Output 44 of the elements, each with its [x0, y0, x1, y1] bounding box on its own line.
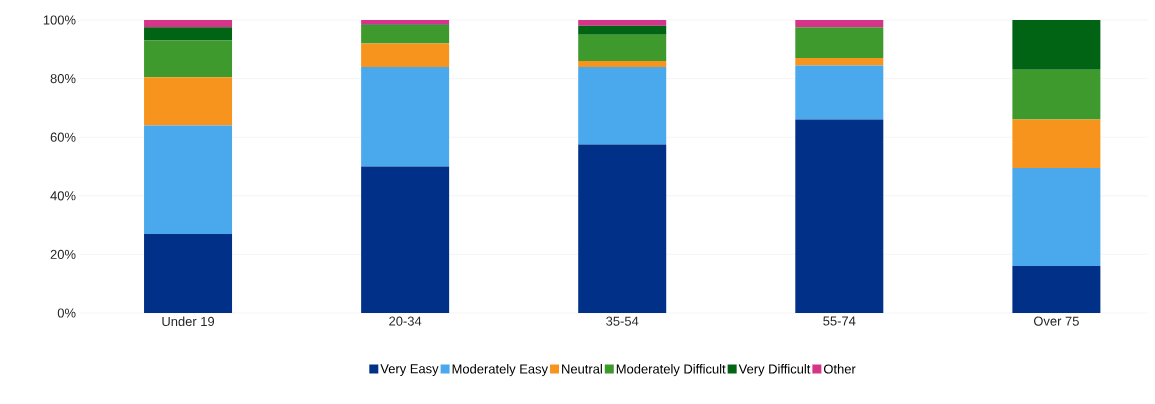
- bar: [1012, 167, 1101, 267]
- y-tick-label: 60%: [50, 132, 76, 142]
- bar: [578, 144, 667, 313]
- bar: [361, 66, 450, 167]
- bar: [361, 166, 450, 313]
- legend-label: Other: [823, 364, 856, 374]
- bar: [795, 27, 884, 59]
- y-tick-label: 0%: [57, 308, 76, 318]
- bar: [1012, 20, 1101, 70]
- bar: [361, 25, 450, 44]
- bar: [1012, 69, 1101, 120]
- legend-label: Very Difficult: [738, 364, 811, 377]
- x-tick-label: 20-34: [389, 316, 422, 326]
- legend-label: Neutral: [562, 364, 602, 374]
- x-tick-label: Over 75: [1033, 316, 1079, 326]
- x-tick-label: 35-54: [606, 316, 639, 326]
- bar: [578, 34, 667, 62]
- x-tick-label: Under 19: [162, 316, 215, 327]
- bar: [144, 233, 233, 313]
- bar: [795, 119, 884, 313]
- y-tick-label: 20%: [50, 249, 76, 259]
- bar: [144, 20, 233, 28]
- bar: [578, 20, 667, 26]
- bar: [144, 27, 233, 41]
- legend-label: Moderately Easy: [452, 364, 548, 377]
- bar: [578, 66, 667, 145]
- bar: [1012, 119, 1101, 168]
- y-tick-label: 40%: [50, 191, 76, 201]
- bar: [1012, 266, 1101, 313]
- bar: [795, 20, 884, 28]
- bar: [144, 40, 233, 78]
- bar: [578, 25, 667, 35]
- legend-label: Moderately Difficult: [616, 364, 726, 377]
- bar: [144, 125, 233, 234]
- legend-label: Very Easy: [380, 364, 439, 376]
- bar: [361, 43, 450, 67]
- x-tick-label: 55-74: [823, 316, 856, 326]
- bar: [578, 61, 667, 67]
- y-tick-label: 80%: [50, 74, 76, 84]
- bar: [795, 65, 884, 120]
- bar: [361, 20, 450, 25]
- bar: [144, 77, 233, 126]
- bar: [795, 58, 884, 66]
- y-tick-label: 100%: [43, 15, 76, 25]
